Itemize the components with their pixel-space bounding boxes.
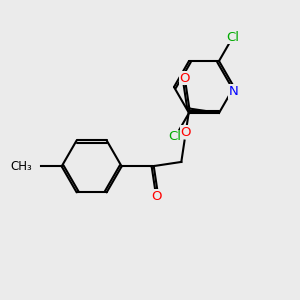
Text: CH₃: CH₃ [10, 160, 32, 173]
Text: O: O [179, 72, 190, 85]
Text: O: O [181, 126, 191, 139]
Text: O: O [151, 190, 161, 203]
Text: Cl: Cl [226, 31, 239, 44]
Text: Cl: Cl [169, 130, 182, 143]
Text: N: N [229, 85, 239, 98]
